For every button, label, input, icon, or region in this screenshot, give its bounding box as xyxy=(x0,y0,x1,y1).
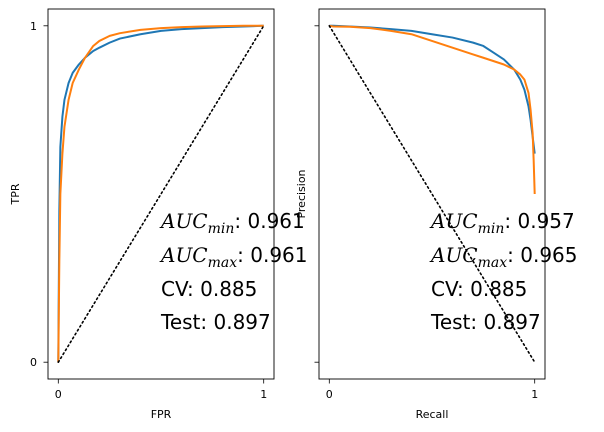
pr-auc-min-value: : 0.957 xyxy=(504,209,574,233)
roc-auc-max-value: : 0.961 xyxy=(237,243,307,267)
roc-series-blue-line xyxy=(57,24,264,363)
roc-auc-min-label: AUC xyxy=(159,209,208,233)
roc-panel: 0 1 0 1 FPR TPR AUCmin: 0.961 AUCmax: 0.… xyxy=(9,8,308,421)
pr-auc-max-label: AUC xyxy=(429,243,478,267)
pr-cv-text: CV: 0.885 xyxy=(431,277,527,301)
pr-auc-max-value: : 0.965 xyxy=(507,243,577,267)
roc-chance-line xyxy=(57,24,265,364)
pr-curves xyxy=(328,24,536,364)
roc-auc-min-text: AUCmin: 0.961 xyxy=(159,209,305,237)
pr-auc-max-text: AUCmax: 0.965 xyxy=(429,243,578,271)
roc-auc-min-subscript: min xyxy=(208,221,235,237)
roc-curves xyxy=(57,24,265,364)
roc-cv-text: CV: 0.885 xyxy=(161,277,257,301)
roc-xtick-label-0: 0 xyxy=(55,388,62,401)
roc-ytick-label-0: 0 xyxy=(30,356,37,369)
pr-xtick-label-1: 1 xyxy=(531,388,538,401)
pr-x-axis-label: Recall xyxy=(416,408,449,421)
pr-auc-min-label: AUC xyxy=(429,209,478,233)
roc-x-axis-label: FPR xyxy=(151,408,172,421)
roc-ytick-label-1: 1 xyxy=(30,20,37,33)
pr-y-axis-label: Precision xyxy=(295,169,308,218)
pr-chance-line xyxy=(328,24,536,364)
pr-auc-max-subscript: max xyxy=(478,255,508,271)
pr-test-text: Test: 0.897 xyxy=(430,310,541,334)
roc-auc-max-subscript: max xyxy=(208,255,238,271)
roc-auc-max-text: AUCmax: 0.961 xyxy=(159,243,308,271)
roc-auc-max-label: AUC xyxy=(159,243,208,267)
pr-xtick-label-0: 0 xyxy=(326,388,333,401)
pr-series-orange-line xyxy=(329,24,536,195)
pr-auc-min-subscript: min xyxy=(478,221,505,237)
roc-series-orange-line xyxy=(57,24,264,363)
roc-test-text: Test: 0.897 xyxy=(160,310,271,334)
roc-xtick-label-1: 1 xyxy=(260,388,267,401)
roc-auc-min-value: : 0.961 xyxy=(234,209,304,233)
pr-auc-min-text: AUCmin: 0.957 xyxy=(429,209,575,237)
pr-panel: 0 1 Recall Precision AUCmin: 0.957 AUCma… xyxy=(295,8,578,421)
roc-y-axis-label: TPR xyxy=(9,183,22,205)
